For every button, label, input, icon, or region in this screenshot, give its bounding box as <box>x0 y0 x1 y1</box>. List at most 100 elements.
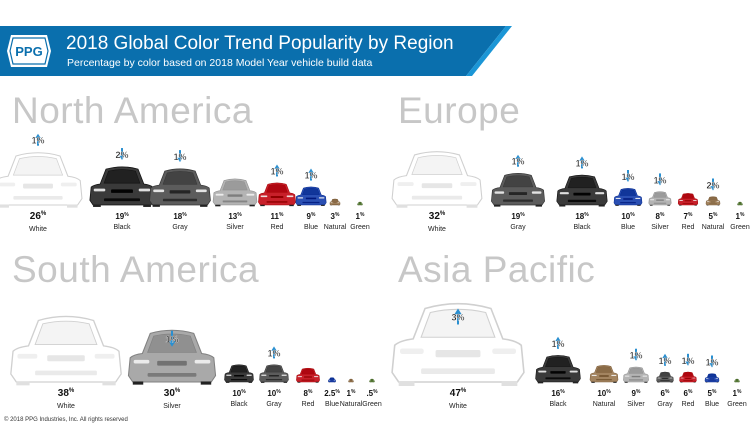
category-label-europe-gray: Gray <box>510 224 526 231</box>
car-mark-south-america-gray <box>259 364 289 383</box>
value-label-north-america-white: 26% <box>30 211 47 222</box>
car-mark-south-america-red <box>296 367 320 383</box>
car-mark-north-america-blue <box>295 186 327 206</box>
change-indicator-europe-silver: 1% <box>653 173 667 186</box>
value-label-europe-natural: 5% <box>709 212 718 221</box>
change-indicator-asia-pacific-blue: 1% <box>705 355 719 368</box>
change-label-asia-pacific-white: 3% <box>451 312 464 322</box>
change-indicator-europe-blue: 1% <box>621 170 635 182</box>
value-label-south-america-blue: 2.5% <box>324 389 340 398</box>
category-label-south-america-silver: Silver <box>163 403 181 410</box>
change-label-north-america-red: 1% <box>270 166 283 176</box>
car-mark-europe-green <box>737 201 743 206</box>
value-label-south-america-green: .5% <box>366 389 378 398</box>
category-label-north-america-white: White <box>29 226 47 233</box>
category-label-north-america-gray: Gray <box>172 224 188 231</box>
value-label-north-america-natural: 3% <box>331 212 340 221</box>
category-label-north-america-black: Black <box>113 224 131 231</box>
value-label-asia-pacific-gray: 6% <box>661 389 670 398</box>
change-indicator-europe-natural: 2% <box>706 178 720 191</box>
value-label-europe-silver: 8% <box>656 212 665 221</box>
value-label-asia-pacific-natural: 10% <box>597 389 611 398</box>
category-label-north-america-red: Red <box>271 224 284 231</box>
category-label-south-america-green: Green <box>362 401 382 408</box>
value-label-north-america-black: 19% <box>115 212 129 221</box>
car-mark-north-america-natural <box>329 198 341 206</box>
value-label-south-america-natural: 1% <box>347 389 356 398</box>
value-label-north-america-green: 1% <box>356 212 365 221</box>
car-mark-europe-black <box>556 174 608 207</box>
region-title-europe: Europe <box>398 90 521 131</box>
change-indicator-asia-pacific-silver: 1% <box>629 348 643 361</box>
value-label-north-america-silver: 13% <box>228 212 242 221</box>
car-mark-europe-gray <box>491 173 545 207</box>
category-label-south-america-white: White <box>57 403 75 410</box>
copyright-notice: © 2018 PPG Industries, Inc. All rights r… <box>4 417 128 423</box>
header-band <box>0 26 512 76</box>
car-mark-europe-blue <box>613 188 643 206</box>
change-indicator-north-america-red: 1% <box>270 164 284 177</box>
region-chart-europe: 32% White 19% Gray 18% Black 10% Blue 8% Silver 7%… <box>391 151 750 233</box>
page-title: 2018 Global Color Trend Popularity by Re… <box>66 33 454 54</box>
category-label-asia-pacific-red: Red <box>682 401 695 408</box>
change-indicator-south-america-gray: 1% <box>267 346 281 359</box>
category-label-north-america-silver: Silver <box>226 224 244 231</box>
change-label-south-america-silver: 1% <box>165 335 178 345</box>
category-label-south-america-blue: Blue <box>325 401 339 408</box>
value-label-asia-pacific-blue: 5% <box>708 389 717 398</box>
car-mark-asia-pacific-blue <box>704 373 720 383</box>
car-mark-north-america-green <box>357 201 363 206</box>
value-label-south-america-red: 8% <box>304 389 313 398</box>
value-label-asia-pacific-silver: 9% <box>632 389 641 398</box>
change-indicator-south-america-silver: 1% <box>165 330 179 347</box>
change-label-south-america-gray: 1% <box>267 348 280 358</box>
value-label-asia-pacific-black: 16% <box>551 389 565 398</box>
change-indicator-north-america-white: 1% <box>31 133 45 146</box>
category-label-north-america-blue: Blue <box>304 224 318 231</box>
car-mark-north-america-white <box>0 152 83 208</box>
change-label-europe-black: 1% <box>575 158 588 168</box>
car-mark-north-america-red <box>258 182 296 207</box>
change-label-europe-blue: 1% <box>621 172 634 182</box>
svg-text:PPG: PPG <box>15 44 42 59</box>
change-label-asia-pacific-silver: 1% <box>629 351 642 361</box>
header-banner: PPG 2018 Global Color Trend Popularity b… <box>0 26 750 76</box>
region-title-asia-pacific: Asia Pacific <box>398 249 596 290</box>
change-indicator-europe-black: 1% <box>575 156 589 169</box>
change-indicator-asia-pacific-white: 3% <box>451 308 465 325</box>
category-label-south-america-black: Black <box>230 401 248 408</box>
car-mark-europe-red <box>677 193 699 206</box>
category-label-asia-pacific-natural: Natural <box>593 401 616 408</box>
category-label-europe-blue: Blue <box>621 224 635 231</box>
change-indicator-north-america-black: 2% <box>115 148 129 160</box>
change-indicator-asia-pacific-black: 1% <box>551 336 565 349</box>
region-title-north-america: North America <box>12 90 253 131</box>
change-label-europe-natural: 2% <box>706 181 719 191</box>
change-label-europe-gray: 1% <box>511 157 524 167</box>
car-mark-asia-pacific-green <box>734 378 740 383</box>
car-mark-north-america-black <box>89 166 155 207</box>
change-label-north-america-blue: 1% <box>304 171 317 181</box>
value-label-south-america-silver: 30% <box>164 388 181 399</box>
category-label-north-america-green: Green <box>350 224 370 231</box>
car-mark-north-america-gray <box>149 168 211 207</box>
region-chart-asia-pacific: 47% White 16% Black 10% Natural 9% Silver 6% Gray… <box>391 302 747 410</box>
category-label-south-america-gray: Gray <box>266 401 282 408</box>
value-label-europe-blue: 10% <box>621 212 635 221</box>
category-label-europe-white: White <box>428 226 446 233</box>
change-label-asia-pacific-blue: 1% <box>705 358 718 368</box>
value-label-south-america-gray: 10% <box>267 389 281 398</box>
value-label-asia-pacific-red: 6% <box>684 389 693 398</box>
category-label-europe-natural: Natural <box>702 224 725 231</box>
category-label-asia-pacific-gray: Gray <box>657 401 673 408</box>
car-mark-europe-white <box>391 151 483 208</box>
region-title-south-america: South America <box>12 249 260 290</box>
car-mark-asia-pacific-black <box>535 355 581 384</box>
car-mark-asia-pacific-white <box>391 302 525 386</box>
value-label-south-america-black: 10% <box>232 389 246 398</box>
change-label-asia-pacific-black: 1% <box>551 339 564 349</box>
value-label-europe-white: 32% <box>429 211 446 222</box>
category-label-south-america-natural: Natural <box>340 401 363 408</box>
change-label-europe-silver: 1% <box>653 175 666 185</box>
